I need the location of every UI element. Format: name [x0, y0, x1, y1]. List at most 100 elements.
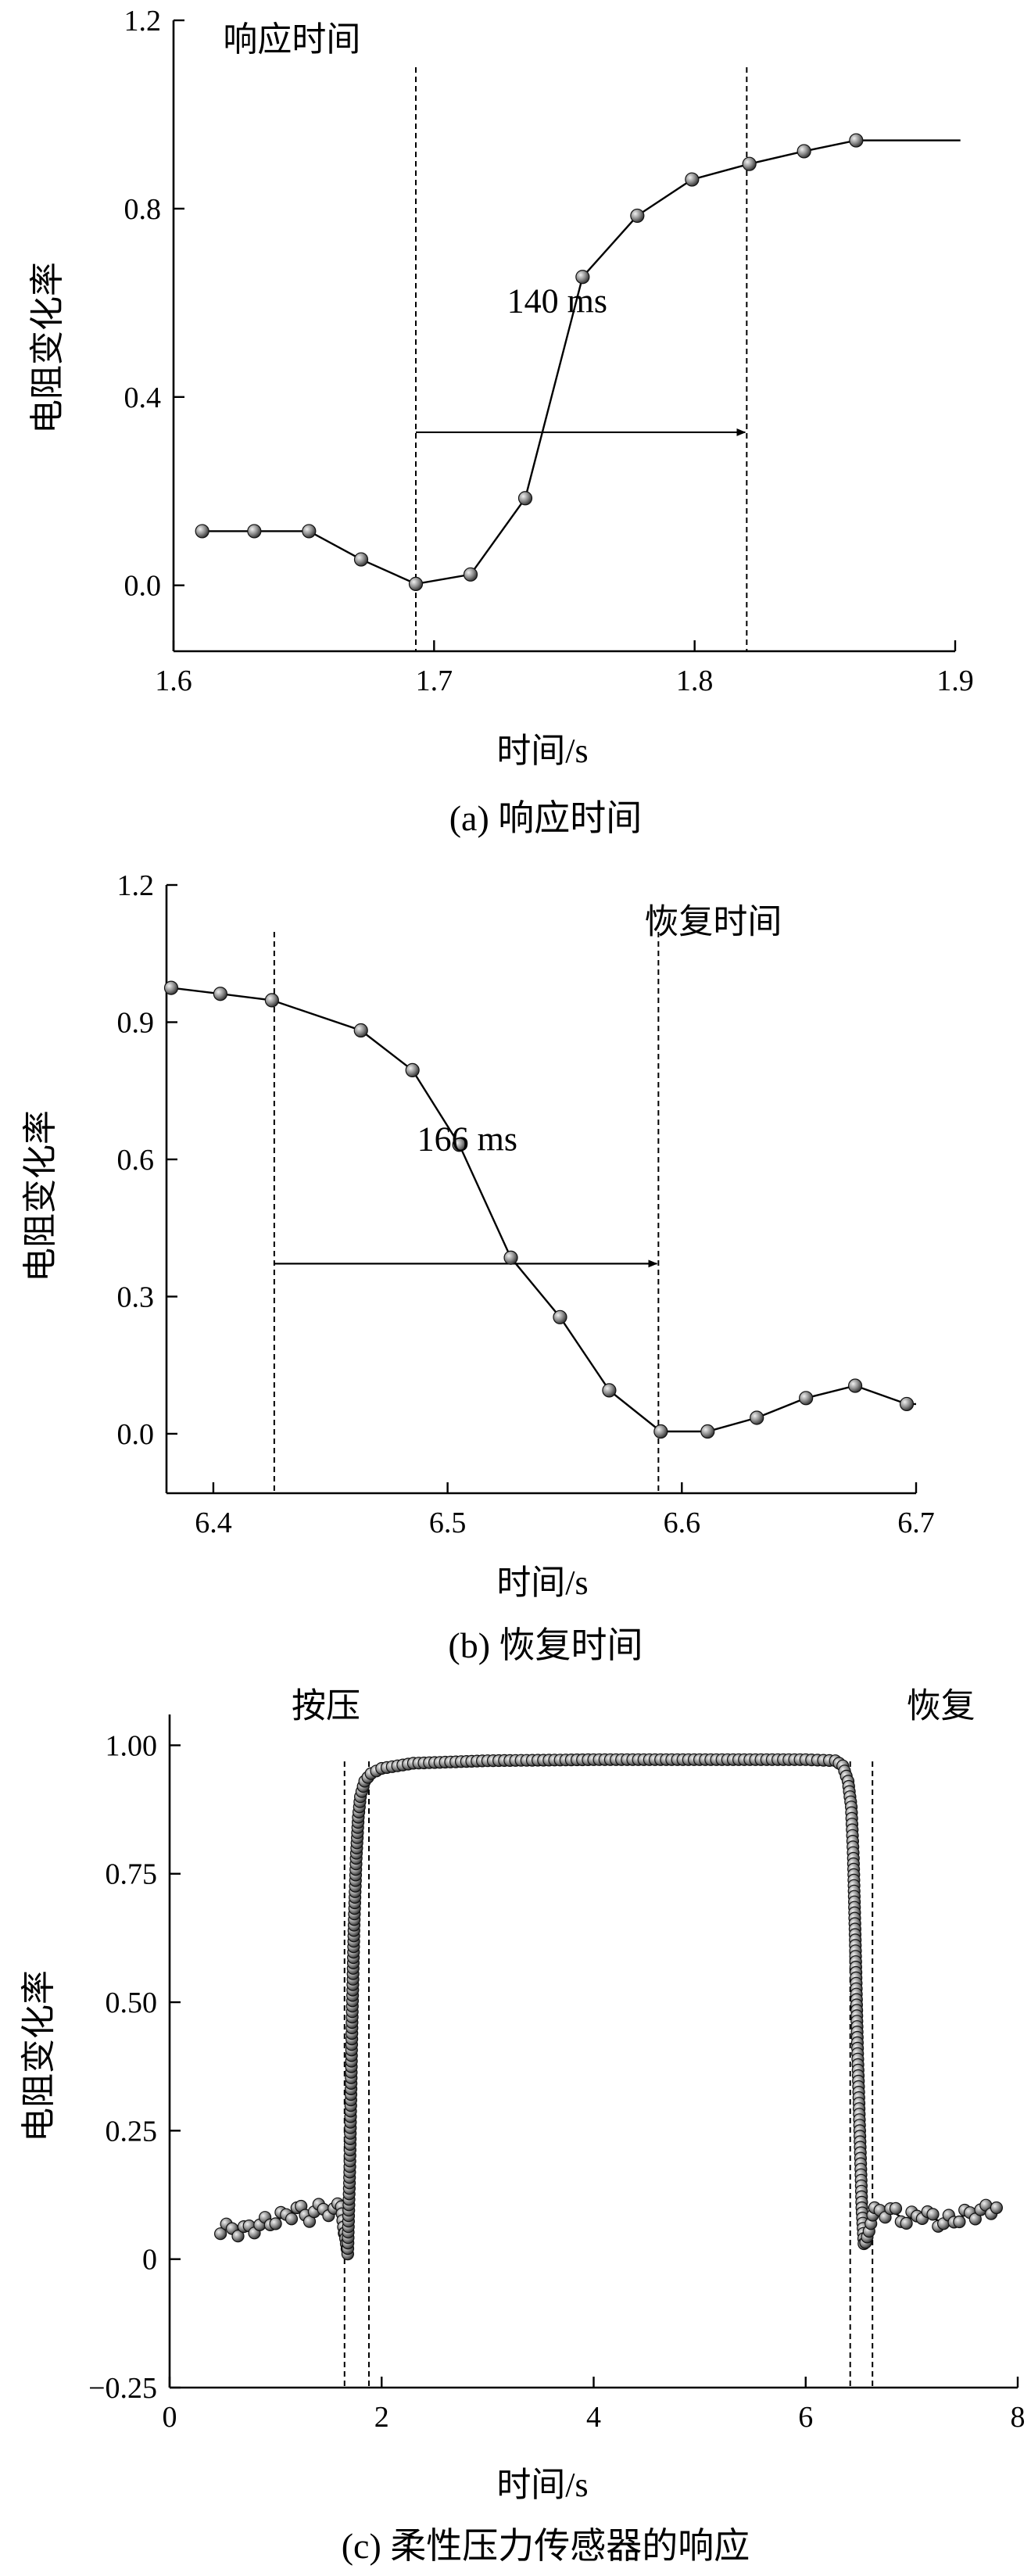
y-tick-label: 1.2: [124, 5, 162, 38]
panel-a-axes: [172, 20, 955, 653]
data-point: [797, 144, 811, 159]
data-point: [553, 1309, 567, 1324]
data-point: [213, 987, 228, 1001]
data-point: [285, 2212, 299, 2226]
data-point: [302, 524, 317, 539]
panel-c-annotation-press: 按压: [292, 1686, 360, 1725]
y-tick-label: 0.50: [106, 1987, 158, 2019]
data-point: [602, 1383, 617, 1398]
data-point: [408, 576, 424, 591]
x-tick-label: 8: [1011, 2401, 1026, 2434]
y-tick-label: 0: [142, 2244, 157, 2277]
data-point: [214, 2227, 227, 2241]
panel-b-annotation-recovery-time: 恢复时间: [644, 902, 782, 940]
x-tick-label: 6: [798, 2401, 813, 2434]
data-point: [742, 156, 757, 171]
y-tick-label: 0.75: [106, 1858, 158, 1891]
x-tick-label: 0: [163, 2401, 177, 2434]
panel-a-caption: (a) 响应时间: [449, 798, 643, 838]
data-point: [575, 270, 590, 285]
data-point: [452, 1138, 467, 1152]
y-tick-label: 0.4: [124, 382, 162, 414]
data-point: [700, 1424, 715, 1439]
panel-a-response-time: 1.6 1.7 1.8 1.9 0.0 0.4 0.8 1.2 响应时间 140 ms 时间/…: [28, 5, 974, 838]
data-point: [463, 567, 478, 582]
panel-c-points: [214, 1753, 1004, 2261]
panel-b-annotation-166ms: 166 ms: [417, 1120, 517, 1158]
data-point: [630, 208, 645, 224]
panel-a-points: [195, 133, 864, 591]
data-point: [653, 1424, 668, 1439]
data-point: [685, 172, 700, 187]
data-point: [405, 1062, 420, 1078]
panel-a-dashed-lines: [415, 67, 748, 651]
y-tick-label: −0.25: [88, 2372, 157, 2405]
panel-b-x-axis-title: 时间/s: [496, 1564, 588, 1602]
data-point: [889, 2202, 903, 2215]
panel-b-y-axis-title: 电阻变化率: [21, 1110, 59, 1282]
panel-a-ticks: 1.6 1.7 1.8 1.9 0.0 0.4 0.8 1.2: [124, 5, 974, 697]
y-tick-label: 1.2: [117, 869, 155, 902]
y-tick-label: 0.9: [117, 1006, 155, 1039]
data-point: [750, 1410, 764, 1425]
y-tick-label: 0.0: [117, 1418, 155, 1451]
data-point: [163, 980, 179, 995]
data-point: [503, 1250, 518, 1265]
data-point: [517, 491, 533, 506]
y-tick-label: 0.8: [124, 193, 162, 226]
data-point: [849, 133, 864, 148]
data-point: [926, 2208, 940, 2221]
x-tick-label: 1.9: [936, 665, 974, 697]
series-line: [202, 139, 961, 586]
panel-a-annotation-140ms: 140 ms: [507, 281, 607, 320]
series-line: [170, 987, 916, 1433]
panel-c-x-axis-title: 时间/s: [496, 2466, 588, 2504]
x-tick-label: 6.7: [897, 1507, 935, 1539]
data-point: [231, 2230, 245, 2243]
series-line: [220, 1758, 997, 2255]
panel-a-line: [202, 139, 961, 586]
panel-b-dashed-lines: [273, 932, 660, 1493]
panel-c-caption: (c) 柔性压力传感器的响应: [342, 2526, 750, 2566]
data-point: [953, 2215, 966, 2229]
x-tick-label: 1.6: [155, 665, 192, 697]
x-tick-label: 4: [586, 2401, 601, 2434]
panel-b-points: [163, 980, 915, 1439]
panel-c-annotation-recover: 恢复: [907, 1686, 976, 1725]
data-point: [847, 1378, 863, 1393]
panel-c-line: [220, 1758, 997, 2255]
data-point: [799, 1391, 814, 1406]
x-tick-label: 2: [374, 2401, 389, 2434]
y-tick-label: 0.3: [117, 1281, 155, 1313]
data-point: [990, 2201, 1004, 2215]
data-point: [353, 1023, 368, 1038]
panel-c-axes: [168, 1714, 1018, 2389]
x-tick-label: 6.5: [429, 1507, 467, 1539]
panel-c-dashed-lines: [343, 1761, 874, 2388]
y-tick-label: 0.25: [106, 2115, 158, 2148]
x-tick-label: 1.8: [676, 665, 714, 697]
panel-b-recovery-time: 6.4 6.5 6.6 6.70.00.30.60.91.2 恢复时间 166 ms …: [21, 869, 935, 1665]
y-tick-label: 1.00: [106, 1729, 158, 1762]
panel-b-line: [170, 987, 916, 1433]
data-point: [247, 524, 262, 539]
data-point: [264, 993, 279, 1008]
panel-b-ticks: 6.4 6.5 6.6 6.7 0.0 0.3 0.6 0.9 1.2: [117, 869, 935, 1539]
data-point: [195, 524, 209, 539]
x-tick-label: 1.7: [416, 665, 453, 697]
data-point: [899, 1396, 915, 1412]
data-point: [900, 2216, 913, 2230]
panel-a-annotation-response-time: 响应时间: [223, 20, 360, 59]
x-tick-label: 6.6: [664, 1507, 701, 1539]
data-point: [269, 2217, 282, 2230]
data-point: [353, 552, 369, 567]
panel-c-y-axis-title: 电阻变化率: [20, 1970, 58, 2142]
x-tick-label: 6.4: [195, 1507, 232, 1539]
panel-a-x-axis-title: 时间/s: [496, 732, 588, 770]
y-tick-label: 0.0: [124, 570, 162, 603]
panel-a-y-axis-title: 电阻变化率: [28, 262, 66, 434]
y-tick-label: 0.6: [117, 1144, 155, 1177]
